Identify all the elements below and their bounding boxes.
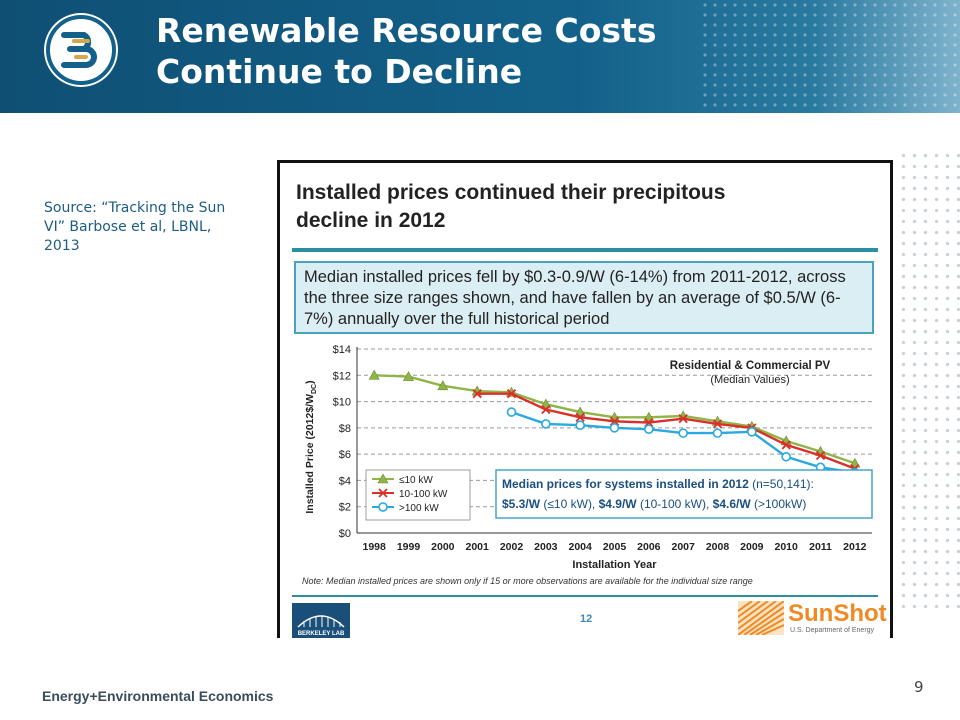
- x-tick-label: 2009: [740, 541, 764, 553]
- header-dot-pattern: [700, 0, 960, 113]
- x-tick-label: 2003: [534, 541, 558, 553]
- slide-header: Renewable Resource Costs Continue to Dec…: [0, 0, 960, 113]
- x-tick-label: 2000: [431, 541, 455, 553]
- sunshot-sun-icon: [737, 600, 785, 636]
- data-point-s1-2001: [472, 389, 482, 399]
- x-tick-label: 2011: [809, 541, 832, 553]
- data-point-s1-2002: [506, 389, 517, 399]
- footer-divider: [292, 595, 878, 597]
- legend-label: 10-100 kW: [399, 489, 448, 500]
- x-tick-label: 2005: [603, 541, 627, 553]
- annotation-line1: Median prices for systems installed in 2…: [502, 477, 814, 491]
- source-citation: Source: “Tracking the Sun VI” Barbose et…: [44, 200, 226, 254]
- data-point-s1-2004: [575, 412, 585, 422]
- data-point-s2-2002: [506, 407, 517, 417]
- y-tick-label: $8: [339, 423, 351, 435]
- x-tick-label: 2004: [568, 541, 592, 553]
- y-tick-label: $14: [333, 344, 351, 356]
- y-tick-label: $2: [339, 502, 351, 514]
- data-point-s2-2005: [609, 423, 620, 433]
- x-tick-label: 2002: [500, 541, 524, 553]
- data-point-s1-2008: [712, 419, 723, 429]
- summary-box: Median installed prices fell by $0.3-0.9…: [294, 261, 874, 334]
- x-tick-label: 2001: [465, 541, 489, 553]
- data-point-s2-2007: [678, 428, 688, 438]
- data-point-s1-2007: [678, 414, 688, 424]
- x-tick-label: 2012: [843, 541, 867, 553]
- e3-footer-logo: Energy+Environmental Economics: [42, 688, 274, 704]
- embedded-title: Installed prices continued their precipi…: [296, 179, 856, 235]
- sunshot-logo: SunShot U.S. Department of Energy: [737, 600, 888, 638]
- x-tick-label: 2010: [774, 541, 798, 553]
- data-point-s0-2000: [437, 380, 449, 391]
- legend-marker: [378, 502, 388, 512]
- data-point-s2-2003: [541, 419, 551, 429]
- data-point-s0-1999: [402, 370, 415, 381]
- slide-title: Renewable Resource Costs Continue to Dec…: [156, 10, 656, 92]
- legend-label: ≤10 kW: [399, 475, 433, 486]
- data-point-s1-2003: [541, 404, 551, 415]
- x-axis-title: Installation Year: [572, 559, 657, 571]
- y-tick-label: $0: [339, 528, 351, 540]
- slide-number: 9: [914, 678, 924, 696]
- berkeley-lab-label: BERKELEY LAB: [297, 631, 345, 637]
- legend-marker: [377, 473, 389, 484]
- data-point-s1-2010: [781, 440, 791, 450]
- y-tick-label: $4: [339, 475, 351, 487]
- side-dot-pattern: [898, 150, 960, 610]
- sunshot-name: SunShot: [788, 600, 887, 627]
- x-tick-label: 2006: [637, 541, 661, 553]
- slide-title-line2: Continue to Decline: [156, 52, 523, 91]
- legend-marker: [378, 488, 388, 498]
- embedded-title-line1: Installed prices continued their precipi…: [296, 181, 726, 204]
- x-tick-label: 1998: [362, 541, 386, 553]
- y-tick-label: $12: [333, 370, 351, 382]
- chart-footnote: Note: Median installed prices are shown …: [302, 576, 753, 586]
- embedded-title-line2: decline in 2012: [296, 209, 446, 232]
- annotation-box: [495, 469, 873, 519]
- title-divider: [292, 248, 878, 252]
- data-point-s2-2009: [747, 427, 757, 437]
- data-point-s2-2006: [644, 424, 654, 434]
- series-line-2: [511, 410, 855, 474]
- embedded-page-number: 12: [580, 613, 593, 625]
- series-line-1: [477, 392, 856, 470]
- sunshot-subtitle: U.S. Department of Energy: [790, 627, 875, 634]
- y-tick-label: $10: [333, 397, 351, 409]
- y-tick-label: $6: [339, 449, 351, 461]
- chart-title: Residential & Commercial PV: [670, 360, 831, 372]
- e3-circle-logo: [44, 13, 118, 87]
- data-point-s2-2004: [575, 420, 585, 431]
- x-tick-label: 2007: [671, 541, 695, 553]
- berkeley-lab-logo: BERKELEY LAB: [292, 603, 350, 638]
- data-point-s1-2011: [815, 450, 826, 461]
- data-point-s2-2010: [781, 451, 791, 462]
- chart-subtitle: (Median Values): [710, 374, 789, 386]
- annotation-line2: $5.3/W (≤10 kW), $4.9/W (10-100 kW), $4.…: [502, 497, 806, 511]
- x-tick-label: 2008: [706, 541, 730, 553]
- embedded-slide: Installed prices continued their precipi…: [277, 160, 893, 638]
- x-tick-label: 1999: [397, 541, 421, 553]
- slide-title-line1: Renewable Resource Costs: [156, 11, 657, 50]
- price-line-chart: $0 $2 $4 $6 $8 $10 $12 $14 1998 1999 2000 2001 2002 2…: [304, 344, 873, 571]
- data-point-s2-2008: [712, 428, 723, 438]
- legend-label: >100 kW: [399, 503, 439, 514]
- y-axis-title: Installed Price (2012$/WDC): [304, 380, 318, 513]
- data-point-s0-1998: [368, 369, 380, 380]
